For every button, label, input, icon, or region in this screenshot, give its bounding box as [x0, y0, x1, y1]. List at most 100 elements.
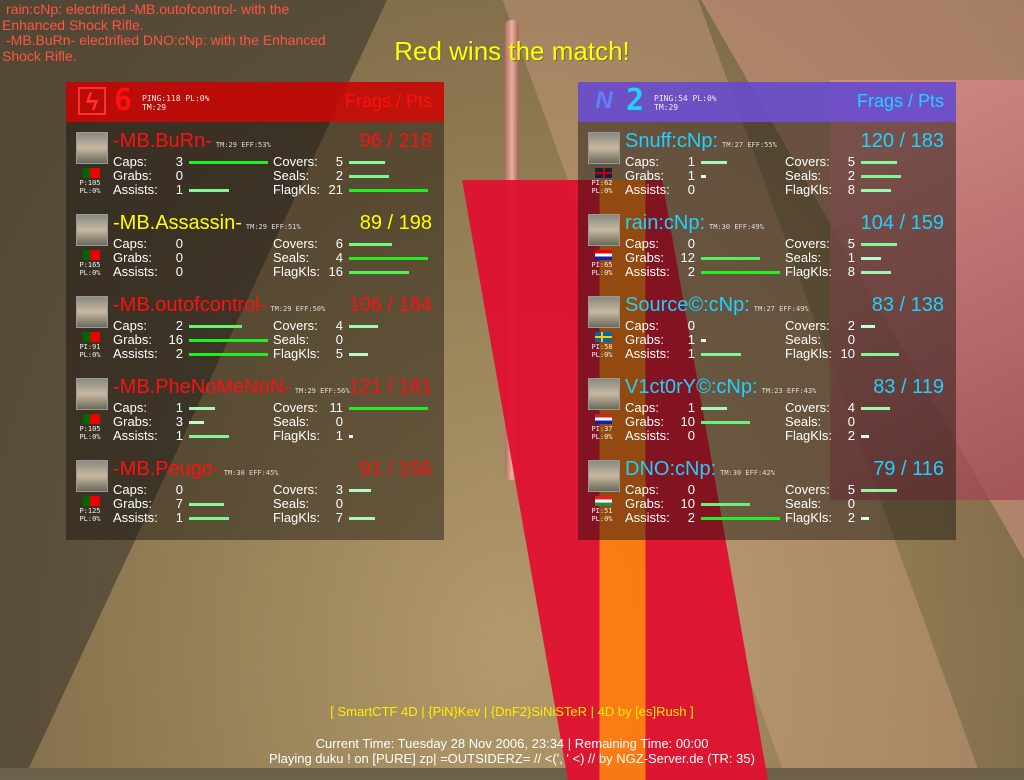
stat-label: FlagKls: — [785, 510, 832, 525]
ping-value: P:105 — [79, 425, 101, 433]
stat-bar — [701, 339, 706, 342]
player-row[interactable]: P:165 PL:0% -MB.Assassin- TM:29 EFF:51% 89 /… — [66, 212, 444, 294]
country-flag-icon — [595, 332, 612, 342]
ping-value: PI:62 — [591, 179, 613, 187]
stat-bar — [861, 517, 869, 520]
stat-value: 8 — [847, 182, 855, 197]
kill-messages: rain:cNp: electrified -MB.outofcontrol- … — [2, 1, 332, 64]
stat-value: 1 — [335, 428, 343, 443]
stat-bar — [349, 189, 428, 192]
player-row[interactable]: PI:91 PL:0% -MB.outofcontrol- TM:29 EFF:50%… — [66, 294, 444, 376]
packet-loss: PL:0% — [591, 269, 613, 277]
red-team-scoreboard: ϟ 6 PING:118 PL:0% TM:29 Frags / Pts P:105 PL:… — [66, 82, 444, 540]
packet-loss: PL:0% — [591, 351, 613, 359]
stat-label: Caps: — [113, 318, 147, 333]
stat-value: 4 — [335, 250, 343, 265]
player-row[interactable]: PI:51 PL:0% DNO:cNp: TM:30 EFF:42% 79 / 116 C… — [578, 458, 956, 540]
stat-value: 1 — [687, 168, 695, 183]
stat-bar — [861, 435, 869, 438]
player-name-text: -MB.outofcontrol- — [113, 294, 267, 316]
stat-label: Caps: — [625, 318, 659, 333]
stat-label: Covers: — [785, 154, 830, 169]
stat-value: 12 — [680, 250, 695, 265]
stat-label: Assists: — [113, 428, 158, 443]
player-name-text: Snuff:cNp: — [625, 130, 719, 152]
player-time-eff: TM:27 EFF:55% — [722, 141, 777, 149]
player-time-eff: TM:29 EFF:53% — [215, 141, 271, 149]
footer-server: Playing duku ! on [PURE] zp| =OUTSIDERZ=… — [269, 751, 755, 766]
stat-bar — [861, 271, 891, 274]
stat-value: 1 — [175, 510, 183, 525]
player-row[interactable]: P:105 PL:0% -MB.PheNoMeNoN- TM:29 EFF:56% 12… — [66, 376, 444, 458]
stat-value: 4 — [335, 318, 343, 333]
player-time-eff: TM:30 EFF:45% — [223, 469, 279, 477]
stat-label: FlagKls: — [273, 346, 320, 361]
stat-bar — [861, 353, 899, 356]
stat-bar — [701, 421, 750, 424]
stat-bar — [701, 161, 727, 164]
country-flag-icon — [595, 168, 612, 178]
stat-label: Caps: — [625, 482, 659, 497]
stat-value: 1 — [175, 400, 183, 415]
stat-label: Grabs: — [625, 168, 665, 183]
stat-label: FlagKls: — [273, 428, 320, 443]
stat-label: FlagKls: — [785, 264, 832, 279]
player-ping: PI:65 PL:0% — [584, 261, 620, 277]
player-time-eff: TM:29 EFF:51% — [245, 223, 301, 231]
stat-label: Assists: — [625, 428, 670, 443]
stat-value: 1 — [175, 182, 183, 197]
red-team-info: PING:118 PL:0% TM:29 — [142, 94, 209, 112]
player-name: -MB.Assassin- TM:29 EFF:51% — [113, 212, 301, 235]
stat-value: 2 — [687, 264, 695, 279]
player-row[interactable]: PI:37 PL:0% V1ct0rY©:cNp: TM:23 EFF:43% 83 /… — [578, 376, 956, 458]
team-ping: PING:54 PL:0% — [654, 94, 717, 103]
stat-bar — [349, 161, 385, 164]
stat-bar — [861, 189, 891, 192]
player-row[interactable]: PI:58 PL:0% Source©:cNp: TM:27 EFF:49% 83 / … — [578, 294, 956, 376]
stat-label: Covers: — [273, 318, 318, 333]
stat-label: Caps: — [113, 482, 147, 497]
stat-label: Seals: — [273, 414, 310, 429]
country-flag-icon — [595, 414, 612, 424]
player-avatar — [588, 296, 620, 328]
stat-value: 7 — [175, 496, 183, 511]
player-name: Snuff:cNp: TM:27 EFF:55% — [625, 130, 777, 153]
player-name: rain:cNp: TM:30 EFF:49% — [625, 212, 764, 235]
stat-value: 5 — [847, 154, 855, 169]
stat-label: FlagKls: — [785, 182, 832, 197]
player-name: Source©:cNp: TM:27 EFF:49% — [625, 294, 809, 317]
player-time-eff: TM:23 EFF:43% — [761, 387, 817, 395]
player-name: -MB.PheNoMeNoN- TM:29 EFF:56% — [113, 376, 350, 399]
stat-value: 1 — [687, 346, 695, 361]
stat-value: 2 — [847, 510, 855, 525]
stat-value: 4 — [847, 400, 855, 415]
player-row[interactable]: P:105 PL:0% -MB.BuRn- TM:29 EFF:53% 96 / 218… — [66, 130, 444, 212]
player-frags-pts: 104 / 159 — [860, 212, 944, 234]
stat-value: 5 — [335, 346, 343, 361]
player-row[interactable]: P:125 PL:0% -MB.Peugo- TM:30 EFF:45% 91 / 15… — [66, 458, 444, 540]
country-flag-icon — [595, 496, 612, 506]
stat-bar — [349, 325, 378, 328]
stat-label: Assists: — [625, 264, 670, 279]
stat-value: 10 — [680, 496, 695, 511]
stat-label: Assists: — [625, 346, 670, 361]
ping-value: PI:51 — [591, 507, 613, 515]
stat-label: Grabs: — [113, 250, 153, 265]
player-row[interactable]: PI:62 PL:0% Snuff:cNp: TM:27 EFF:55% 120 / 1… — [578, 130, 956, 212]
stat-value: 7 — [335, 510, 343, 525]
stat-value: 0 — [687, 318, 695, 333]
stat-label: FlagKls: — [273, 510, 320, 525]
player-avatar — [76, 296, 108, 328]
player-avatar — [588, 214, 620, 246]
player-frags-pts: 121 / 181 — [348, 376, 432, 398]
stat-bar — [189, 421, 204, 424]
stat-label: Caps: — [113, 154, 147, 169]
stat-bar — [701, 175, 706, 178]
stat-bar — [189, 503, 224, 506]
country-flag-icon — [83, 414, 100, 424]
stat-bar — [349, 489, 371, 492]
player-row[interactable]: PI:65 PL:0% rain:cNp: TM:30 EFF:49% 104 / 15… — [578, 212, 956, 294]
player-frags-pts: 83 / 138 — [871, 294, 944, 316]
player-name: -MB.BuRn- TM:29 EFF:53% — [113, 130, 271, 153]
player-avatar — [588, 378, 620, 410]
